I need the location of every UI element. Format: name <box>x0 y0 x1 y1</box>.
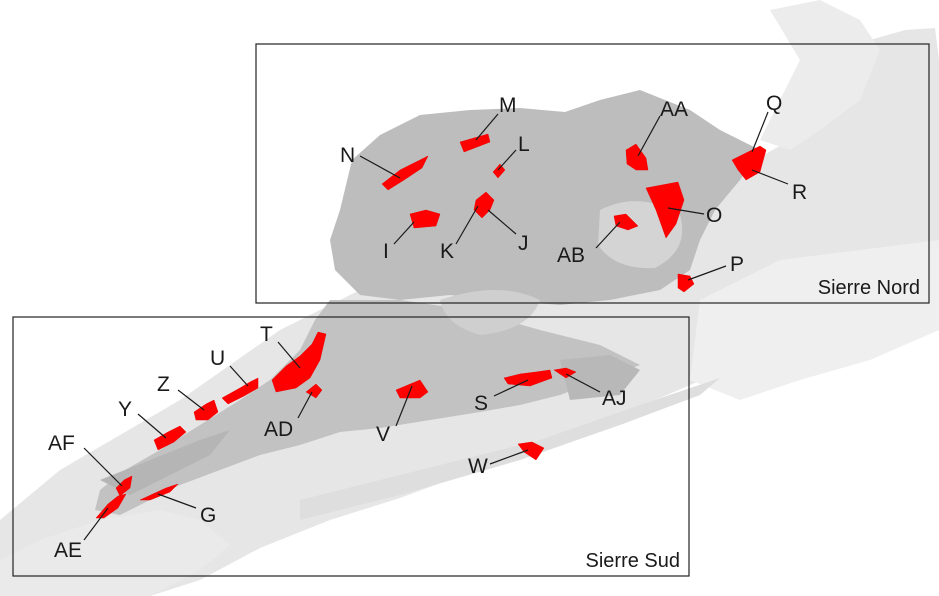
frames: Sierre Nord Sierre Sud <box>12 43 930 577</box>
label-u: U <box>210 347 225 370</box>
site-g-shape <box>139 483 179 501</box>
site-ae-shape <box>95 493 127 519</box>
leader-ae <box>83 507 109 541</box>
leader-j <box>487 209 517 235</box>
valley-north-arm <box>760 0 880 150</box>
valley-east-floor <box>690 240 939 400</box>
leader-q <box>751 111 769 153</box>
site-polygons <box>95 133 767 519</box>
frame-sierre-sud <box>12 316 690 577</box>
site-af-shape <box>115 475 133 497</box>
label-ad: AD <box>264 418 293 441</box>
leader-t <box>277 341 301 369</box>
label-p: P <box>730 253 744 276</box>
label-k: K <box>440 240 454 263</box>
site-y-shape <box>153 425 187 451</box>
label-s: S <box>474 392 488 415</box>
leader-i <box>393 221 415 245</box>
leader-aj <box>565 373 601 393</box>
label-t: T <box>260 323 273 346</box>
leader-u <box>229 365 249 387</box>
leader-n <box>359 155 401 179</box>
label-n: N <box>340 144 355 167</box>
label-aa: AA <box>660 98 688 121</box>
site-z-shape <box>193 399 219 421</box>
leader-w <box>489 449 529 465</box>
leader-aa <box>637 115 661 157</box>
label-v: V <box>376 423 390 446</box>
label-g: G <box>200 504 216 527</box>
site-v-shape <box>395 379 429 399</box>
leader-ad <box>297 391 313 419</box>
label-z: Z <box>157 373 170 396</box>
site-t-shape <box>271 331 327 393</box>
label-aj: AJ <box>602 387 627 410</box>
site-s-shape <box>503 369 553 387</box>
leader-v <box>395 385 413 427</box>
leader-o <box>667 207 705 215</box>
site-n-shape <box>381 155 429 191</box>
leader-p <box>687 265 727 281</box>
site-w-shape <box>517 441 545 461</box>
leader-af <box>83 447 123 487</box>
label-o: O <box>706 204 722 227</box>
site-i-shape <box>409 209 441 229</box>
rhone-strip <box>300 378 720 520</box>
leader-ab <box>595 221 621 249</box>
urban-core-south <box>95 300 640 515</box>
site-aa-shape <box>625 143 649 171</box>
label-i: I <box>383 240 389 263</box>
label-j: J <box>518 232 529 255</box>
urban-area <box>95 90 760 515</box>
leader-lines <box>83 111 789 541</box>
leader-m <box>475 113 499 141</box>
site-ad-shape <box>305 383 323 399</box>
label-af: AF <box>48 432 75 455</box>
frame-title-sierre-nord: Sierre Nord <box>818 277 920 299</box>
leader-r <box>751 169 789 185</box>
label-q: Q <box>766 92 782 115</box>
site-l-shape <box>492 163 506 179</box>
label-ab: AB <box>557 244 585 267</box>
site-o-shape <box>645 181 685 239</box>
label-l: L <box>518 133 530 156</box>
leader-l <box>497 149 517 171</box>
label-ae: AE <box>54 539 82 562</box>
site-labels: M N L AA Q R O I K J AB P T U Z Y AF AD … <box>48 92 807 562</box>
urban-light-park <box>440 290 540 335</box>
frame-title-sierre-sud: Sierre Sud <box>586 550 681 572</box>
label-y: Y <box>118 398 132 421</box>
frame-sierre-nord <box>255 43 930 304</box>
label-m: M <box>499 94 517 117</box>
label-r: R <box>792 181 807 204</box>
site-p-shape <box>677 273 695 293</box>
site-u-shape <box>221 377 259 405</box>
leader-z <box>177 389 205 411</box>
leader-s <box>493 379 529 397</box>
urban-east-quarter <box>560 355 640 400</box>
site-aj-shape <box>553 367 577 379</box>
leader-k <box>455 205 479 245</box>
label-w: W <box>468 455 488 478</box>
site-ab-shape <box>613 213 639 231</box>
leader-y <box>137 413 167 439</box>
site-j-k-shape <box>473 191 495 219</box>
leader-g <box>157 493 197 509</box>
urban-west-fringe <box>100 430 230 495</box>
valley-south-west <box>0 510 230 596</box>
